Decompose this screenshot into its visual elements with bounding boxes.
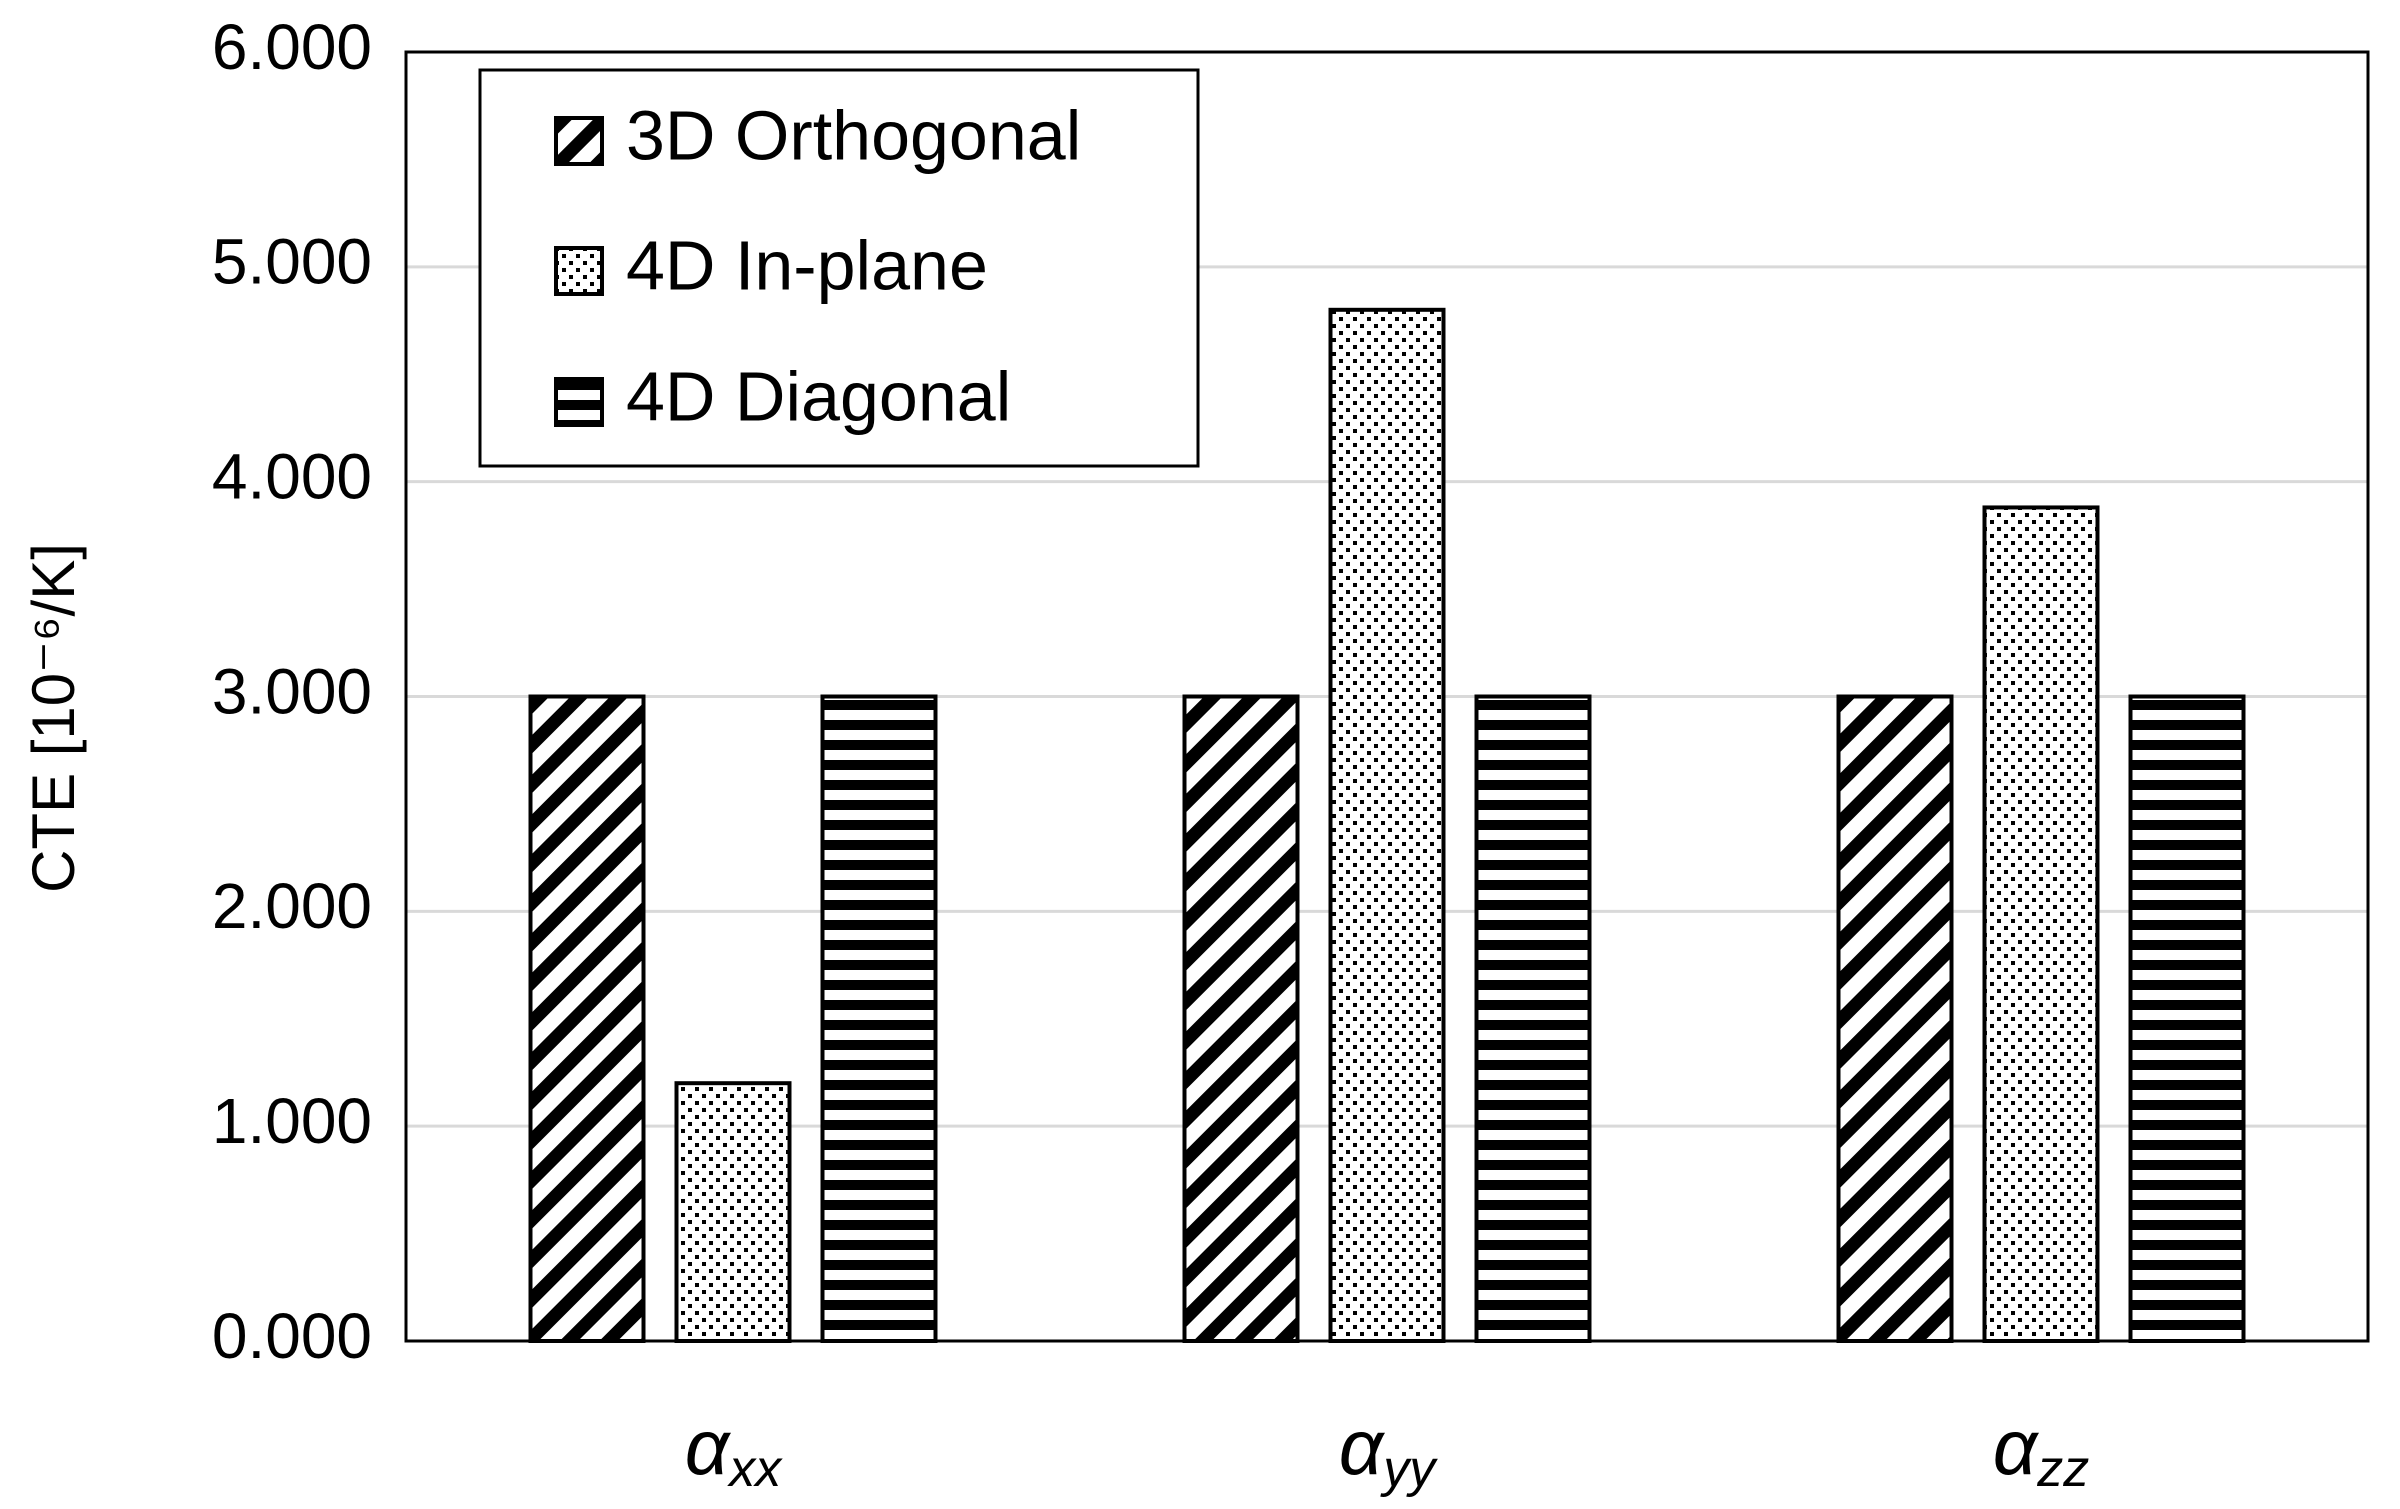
y-tick-label: 1.000 [212,1085,372,1157]
legend-label: 3D Orthogonal [626,96,1081,174]
bar [820,694,938,1343]
y-axis-ticks: 0.000 1.000 2.000 3.000 4.000 5.000 6.000 [212,11,372,1372]
category-subscript: yy [1380,1440,1438,1498]
y-tick-label: 3.000 [212,655,372,727]
bar [674,1081,792,1343]
legend-label: 4D In-plane [626,226,988,304]
legend-swatch [554,377,604,427]
category-subscript: xx [726,1440,783,1498]
bar [1328,307,1446,1343]
y-tick-label: 4.000 [212,441,372,513]
x-category-label: αzz [1993,1403,2089,1498]
y-tick-label: 5.000 [212,226,372,298]
legend-swatch [554,116,604,166]
y-tick-label: 0.000 [212,1300,372,1372]
x-category-label: αxx [685,1403,783,1498]
bar [1182,694,1300,1343]
bar [528,694,646,1343]
legend-swatch [554,246,604,296]
category-symbol: α [1339,1403,1386,1491]
x-category-label: αyy [1339,1403,1438,1498]
bar [1474,694,1592,1343]
bars [528,307,2246,1343]
y-tick-label: 6.000 [212,11,372,83]
bar [2128,694,2246,1343]
y-axis-title: CTE [10⁻⁶/K] [20,543,87,893]
legend-items: 3D Orthogonal 4D In-plane 4D Diagonal [554,96,1081,435]
y-tick-label: 2.000 [212,870,372,942]
bar [1982,505,2100,1343]
legend: 3D Orthogonal 4D In-plane 4D Diagonal [478,68,1200,468]
category-symbol: α [1993,1403,2040,1491]
category-symbol: α [685,1403,732,1491]
legend-label: 4D Diagonal [626,357,1011,435]
category-subscript: zz [2036,1440,2089,1498]
bar [1836,694,1954,1343]
x-axis-categories: αxx αyy αzz [685,1403,2089,1498]
